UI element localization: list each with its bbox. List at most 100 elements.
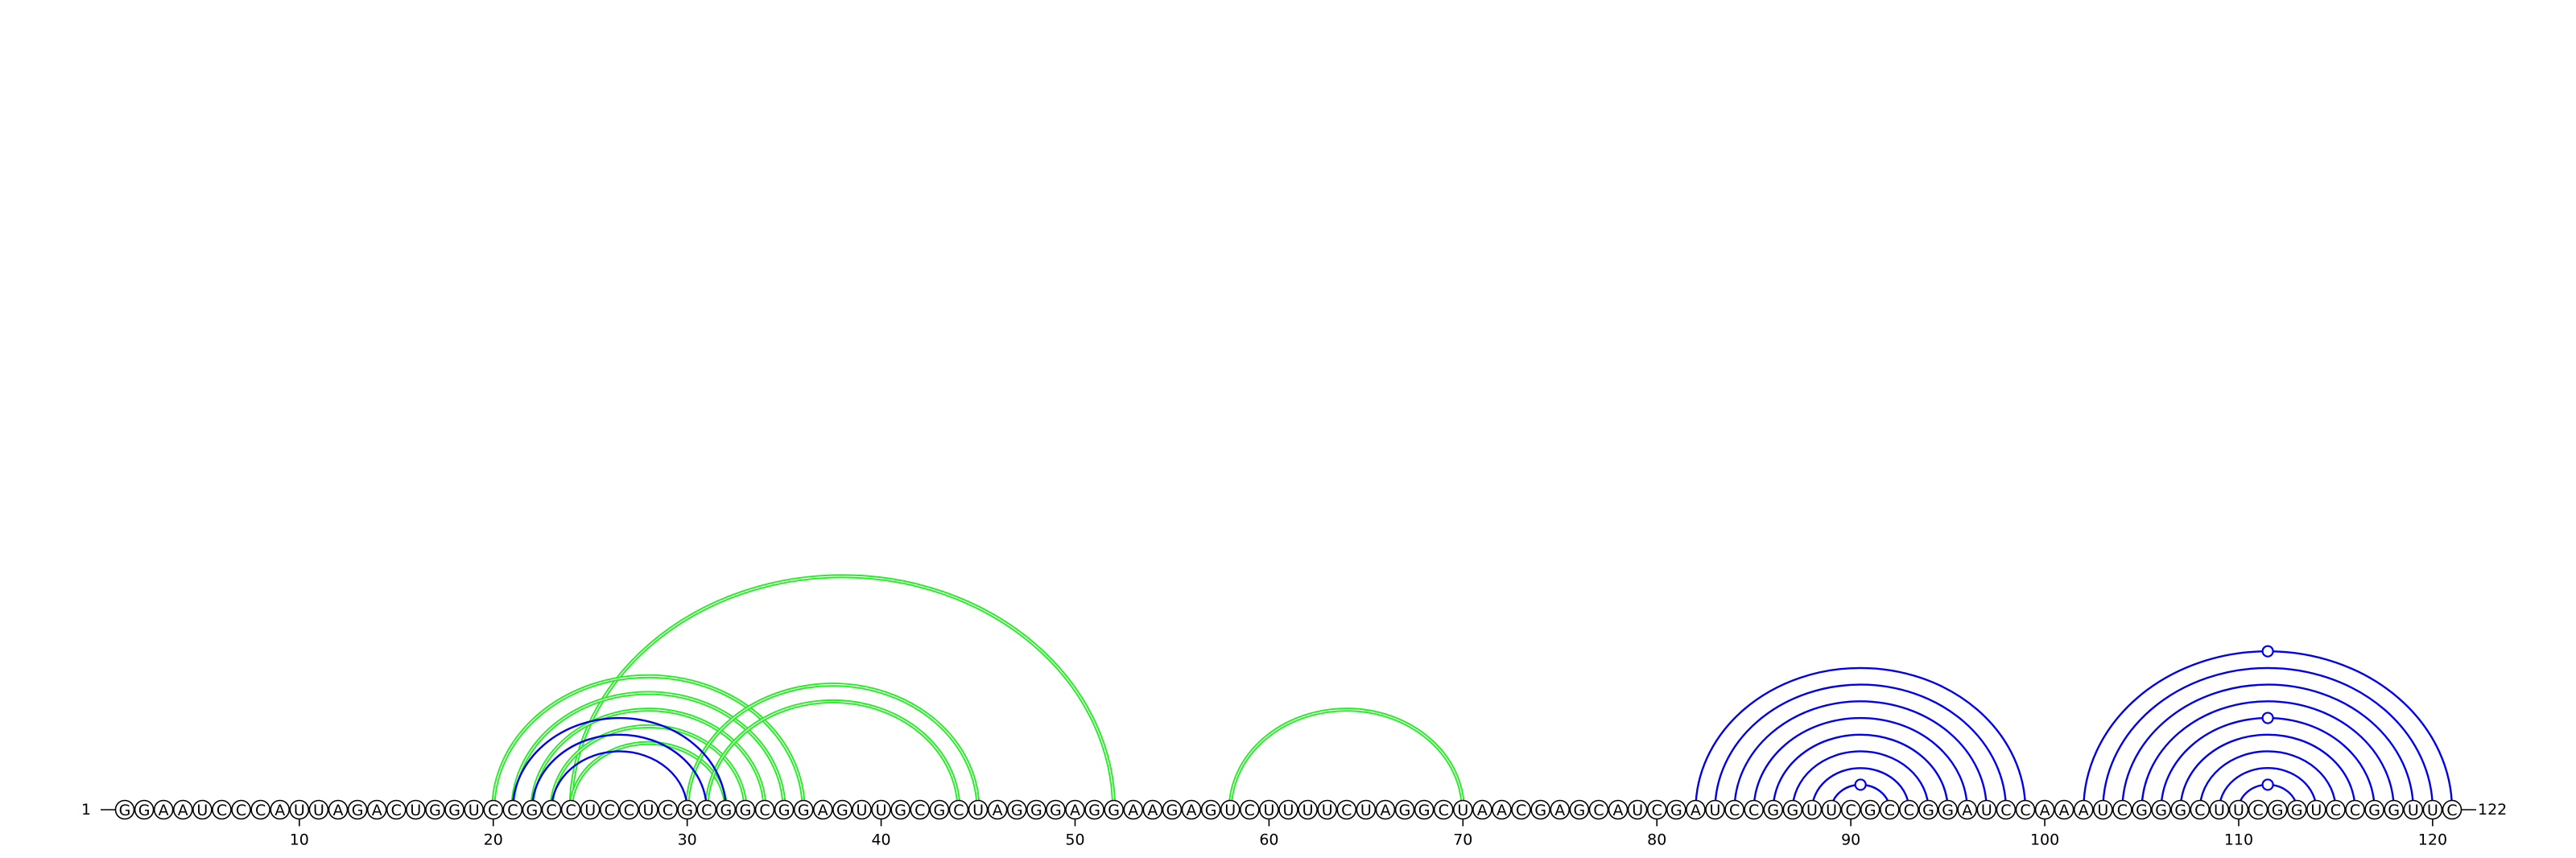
nucleotide: U: [406, 799, 426, 820]
nucleotide-circle: [890, 799, 910, 820]
nucleotide-circle: [2170, 799, 2191, 820]
nucleotide-letter: G: [740, 802, 752, 819]
nucleotide-circle: [2054, 799, 2074, 820]
loop-marker: [1854, 778, 1867, 791]
nucleotide-circle: [2306, 799, 2326, 820]
base-pair-arc-highlight: [493, 675, 804, 811]
nucleotide-letter: G: [1088, 802, 1100, 819]
nucleotide: G: [1782, 799, 1803, 820]
nucleotide-letter: C: [1885, 802, 1895, 819]
nucleotide-circle: [2073, 799, 2094, 820]
nucleotide-circle: [1278, 799, 1298, 820]
nucleotide-circle: [134, 799, 155, 820]
nucleotide: C: [1433, 799, 1454, 820]
nucleotide: U: [638, 799, 658, 820]
nucleotide: C: [1646, 799, 1667, 820]
nucleotide: C: [599, 799, 620, 820]
nucleotide-circle: [948, 799, 969, 820]
tick-label: 20: [484, 831, 503, 849]
loop-markers: [1854, 645, 2274, 791]
nucleotide: C: [910, 799, 931, 820]
sequence-backbone: 1 122: [81, 801, 2507, 819]
nucleotide-circle: [638, 799, 658, 820]
nucleotide-letter: G: [138, 802, 151, 819]
nucleotide: G: [522, 799, 543, 820]
nucleotide: C: [541, 799, 562, 820]
nucleotide-circle: [406, 799, 426, 820]
nucleotide-letter: A: [1690, 802, 1701, 819]
nucleotide-letter: C: [624, 802, 634, 819]
nucleotide-letter: G: [1670, 802, 1682, 819]
nucleotide-circle: [1084, 799, 1104, 820]
nucleotide-letter: G: [720, 802, 732, 819]
nucleotide-letter: U: [643, 802, 654, 819]
nucleotide: U: [2209, 799, 2230, 820]
nucleotide-circle: [1608, 799, 1629, 820]
base-pair-arc-highlight: [570, 742, 727, 811]
nucleotide-letter: A: [1613, 802, 1624, 819]
nucleotide-letter: A: [993, 802, 1003, 819]
nucleotide: G: [1414, 799, 1435, 820]
nucleotide-letter: C: [236, 802, 246, 819]
nucleotide-circle: [1588, 799, 1609, 820]
nucleotide: U: [2306, 799, 2326, 820]
tick-label: 60: [1259, 831, 1278, 849]
nucleotide-circle: [1006, 799, 1027, 820]
nucleotide-letter: A: [2059, 802, 2070, 819]
axis-tick: 90: [1841, 819, 1860, 849]
base-pair-arc: [511, 716, 728, 811]
nucleotide-circle: [754, 799, 775, 820]
nucleotide-letter: G: [1864, 802, 1876, 819]
nucleotide-circle: [250, 799, 270, 820]
nucleotide: U: [1356, 799, 1377, 820]
nucleotide-circle: [1821, 799, 1842, 820]
nucleotide: G: [2151, 799, 2171, 820]
base-pair-arc: [530, 733, 708, 811]
nucleotide-letter: C: [391, 802, 402, 819]
nucleotide-letter: C: [1904, 802, 1914, 819]
nucleotide-circle: [1724, 799, 1744, 820]
nucleotide-circle: [1918, 799, 1938, 820]
nucleotide: G: [793, 799, 814, 820]
nucleotide: U: [1976, 799, 1997, 820]
nucleotide-letter: U: [1283, 802, 1294, 819]
nucleotide: C: [212, 799, 232, 820]
nucleotide-circle: [347, 799, 368, 820]
nucleotide-circle: [2345, 799, 2365, 820]
nucleotide-letter: U: [1263, 802, 1274, 819]
nucleotide-letter: C: [1748, 802, 1759, 819]
tick-label: 70: [1453, 831, 1472, 849]
nucleotide-letter: G: [798, 802, 810, 819]
nucleotide-letter: C: [488, 802, 498, 819]
nucleotide-letter: C: [759, 802, 770, 819]
nucleotide-letter: G: [2155, 802, 2167, 819]
nucleotide: G: [1026, 799, 1046, 820]
nucleotide-circle: [1142, 799, 1163, 820]
nucleotide-letter: U: [1826, 802, 1837, 819]
base-pair-arc-highlight: [512, 692, 785, 811]
base-pair-arcs: [491, 574, 2454, 811]
nucleotide: U: [1802, 799, 1823, 820]
nucleotide-circle: [658, 799, 678, 820]
tick-label: 90: [1841, 831, 1860, 849]
nucleotide: G: [2286, 799, 2307, 820]
nucleotide-circle: [1938, 799, 1958, 820]
base-pair-arc-highlight: [551, 725, 746, 811]
nucleotide: C: [483, 799, 504, 820]
tick-label: 10: [290, 831, 309, 849]
nucleotide-circle: [580, 799, 601, 820]
nucleotide-circle: [1550, 799, 1571, 820]
nucleotide-letter: G: [1166, 802, 1179, 819]
nucleotide-letter: A: [1962, 802, 1972, 819]
nucleotide: A: [153, 799, 174, 820]
nucleotide: A: [1472, 799, 1492, 820]
nucleotide: C: [1724, 799, 1744, 820]
nucleotide: U: [871, 799, 891, 820]
nucleotide-letter: U: [196, 802, 208, 819]
base-pair-arc: [2121, 683, 2415, 811]
nucleotide-circle: [929, 799, 950, 820]
nucleotide: G: [2267, 799, 2288, 820]
base-pair-arc: [1791, 750, 1930, 811]
tick-label: 40: [871, 831, 890, 849]
nucleotide: G: [1104, 799, 1124, 820]
